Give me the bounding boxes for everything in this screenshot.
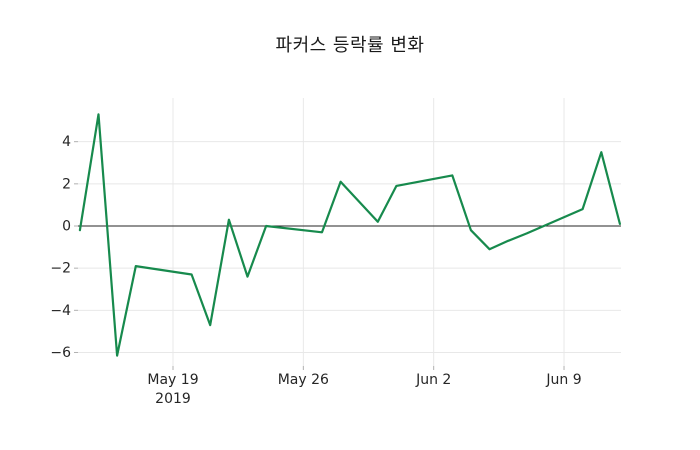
series-line (78, 113, 622, 357)
y-tick-label: 4 (62, 134, 71, 150)
y-tick-label: −6 (50, 345, 71, 361)
x-tick-label: May 19 (147, 372, 198, 388)
x-tick-label: Jun 9 (545, 372, 581, 388)
x-tick-label: May 26 (278, 372, 329, 388)
y-tick-label: −4 (50, 303, 71, 319)
y-tick-label: 2 (62, 176, 71, 192)
chart-title: 파커스 등락률 변화 (275, 35, 425, 56)
y-tick-label: −2 (50, 261, 71, 277)
y-tick-label: 0 (62, 219, 71, 235)
x-tick-year-label: 2019 (155, 391, 191, 407)
x-tick-label: Jun 2 (415, 372, 451, 388)
